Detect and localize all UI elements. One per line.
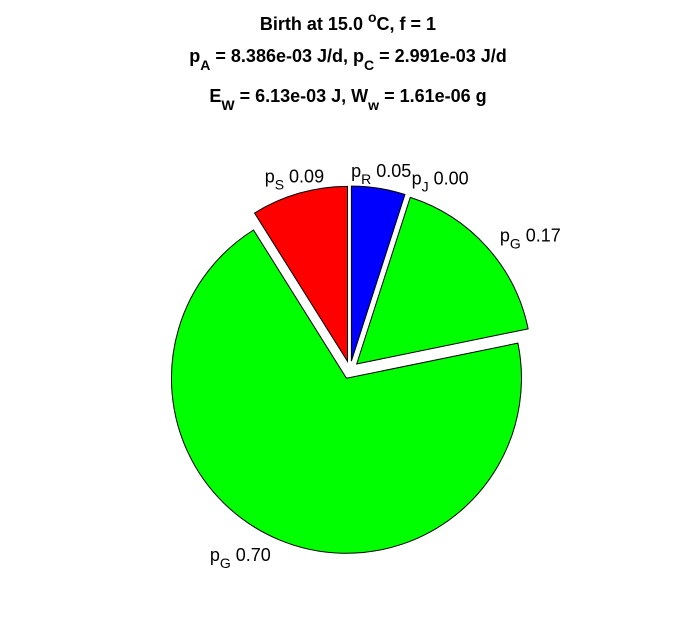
title-sub: A — [200, 57, 210, 73]
label-value: 0.70 — [236, 545, 271, 565]
label-value: 0.00 — [434, 168, 469, 188]
label-value: 0.09 — [289, 167, 324, 187]
pie-slice — [170, 229, 522, 554]
title-text: C, f = 1 — [377, 14, 437, 34]
label-symbol: p — [412, 168, 422, 188]
title-text: = 8.386e-03 J/d, p — [210, 46, 364, 66]
label-symbol: p — [351, 161, 361, 181]
title-text: p — [189, 46, 200, 66]
slice-label: pG 0.17 — [500, 226, 561, 252]
title-text: = 2.991e-03 J/d — [374, 46, 507, 66]
title-text: = 1.61e-06 g — [379, 86, 487, 106]
title-text: Birth at 15.0 — [260, 14, 368, 34]
pie-slice — [253, 185, 349, 364]
label-symbol: p — [265, 167, 275, 187]
pie-slice — [355, 196, 529, 365]
title-line: EW = 6.13e-03 J, Ww = 1.61e-06 g — [209, 86, 486, 113]
title-sub: w — [367, 97, 379, 113]
title-sup: o — [368, 9, 377, 25]
slice-label: pG 0.70 — [210, 545, 271, 571]
title-sub: W — [221, 97, 235, 113]
title-sub: C — [364, 57, 374, 73]
title-text: E — [209, 86, 221, 106]
title-text: = 6.13e-03 J, W — [235, 86, 369, 106]
slice-label: pS 0.09 — [265, 167, 324, 193]
slice-label: pR 0.05 — [351, 161, 411, 187]
pie-slice — [350, 185, 406, 362]
label-subscript: G — [510, 236, 521, 252]
label-subscript: R — [361, 171, 371, 187]
label-value: 0.05 — [376, 161, 411, 181]
label-subscript: G — [220, 555, 231, 571]
title-line: Birth at 15.0 oC, f = 1 — [260, 9, 436, 34]
title-line: pA = 8.386e-03 J/d, pC = 2.991e-03 J/d — [189, 46, 506, 73]
label-subscript: S — [275, 177, 284, 193]
slice-label: pJ 0.00 — [412, 168, 469, 194]
label-subscript: J — [422, 178, 429, 194]
label-value: 0.17 — [526, 226, 561, 246]
label-symbol: p — [500, 226, 510, 246]
label-symbol: p — [210, 545, 220, 565]
